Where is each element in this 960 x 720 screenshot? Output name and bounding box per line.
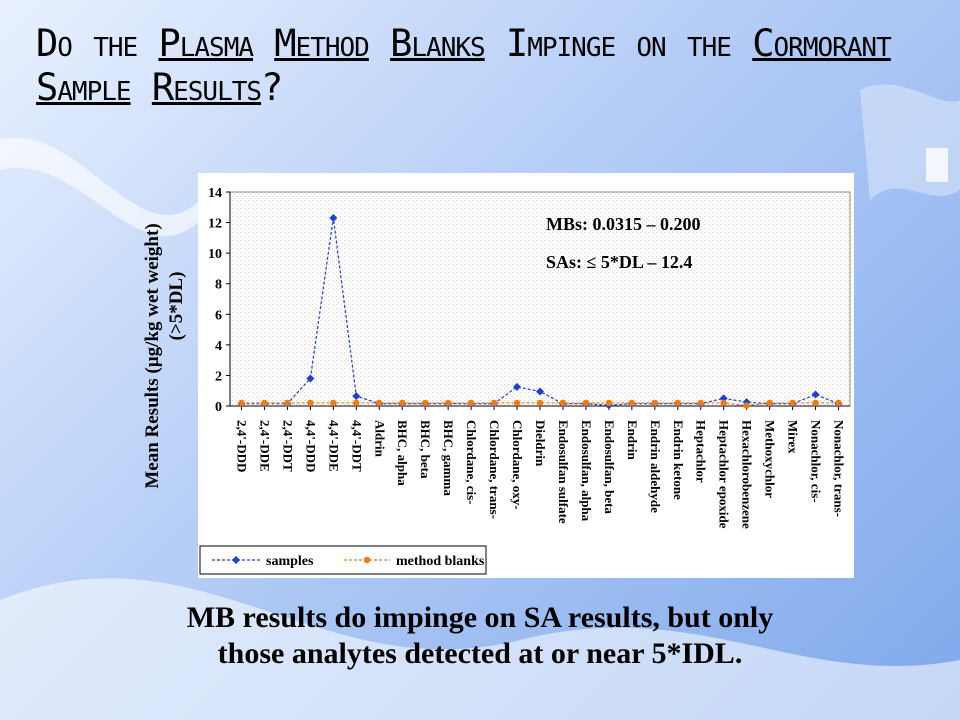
x-tick-label: Endrin ketone: [671, 420, 686, 500]
conclusion-text: MB results do impinge on SA results, but…: [60, 600, 900, 672]
x-tick-label: 2,4'-DDD: [234, 420, 249, 472]
y-tick-label: 10: [208, 247, 222, 262]
data-point-blank: [399, 399, 406, 407]
x-tick-label: Dieldrin: [533, 420, 548, 467]
chart-annotation: MBs: 0.0315 – 0.200: [546, 214, 701, 234]
y-tick-label: 14: [208, 186, 222, 201]
title-part: Cormorant: [752, 22, 892, 65]
data-point-blank: [421, 399, 429, 407]
y-tick-label: 4: [215, 339, 222, 354]
data-point-blank: [628, 399, 636, 407]
data-point-blank: [513, 399, 521, 407]
data-point-blank: [582, 399, 590, 407]
title-part: ?: [261, 66, 283, 109]
data-point-blank: [330, 399, 337, 407]
x-tick-label: Endrin: [625, 420, 640, 461]
data-point-sample: [719, 394, 728, 403]
title-part: Results: [151, 66, 262, 109]
plot-area: [229, 191, 851, 407]
data-point-sample: [329, 213, 338, 222]
title-part: Sample: [36, 66, 132, 109]
data-point-blank: [720, 399, 727, 407]
data-point-sample: [352, 392, 361, 401]
legend-label-samples: samples: [266, 554, 314, 569]
data-point-blank: [238, 399, 245, 407]
data-point-sample: [536, 387, 544, 396]
x-tick-label: Aldrin: [372, 420, 387, 458]
title-part: Do the: [36, 22, 159, 65]
x-tick-label: Mirex: [786, 420, 801, 454]
title-part: Blanks: [390, 22, 486, 65]
data-point-blank: [467, 399, 475, 407]
x-tick-label: Chlordane, cis-: [464, 420, 479, 505]
slide-title: Do the Plasma Method Blanks Impinge on t…: [36, 22, 936, 110]
x-tick-label: BHC, beta: [418, 420, 433, 479]
data-point-blank: [307, 399, 314, 407]
data-point-blank: [444, 399, 452, 407]
title-part: Method: [274, 22, 370, 65]
x-tick-label: 4,4'-DDD: [303, 420, 318, 472]
data-point-blank: [605, 399, 613, 407]
data-point-blank: [651, 399, 659, 407]
data-point-blank: [559, 399, 567, 407]
y-tick-label: 12: [208, 217, 222, 232]
legend-box: [199, 545, 487, 575]
data-point-blank: [376, 399, 383, 407]
y-tick-label: 6: [215, 308, 222, 323]
x-tick-label: Endrin aldehyde: [648, 420, 663, 513]
x-tick-label: Nonachlor, cis-: [809, 420, 824, 503]
x-tick-label: 2,4'-DDE: [257, 420, 272, 472]
x-tick-label: Endosulfan sulfate: [556, 420, 571, 524]
data-point-blank: [536, 399, 544, 407]
line-chart: 0 2 4 6 8 10 12 14 Mean Results (µg/kg wet weigh…: [142, 173, 854, 578]
x-tick-label: Chlordane, trans-: [487, 420, 502, 519]
x-tick-label: Methoxychlor: [763, 420, 778, 498]
data-point-blank: [490, 399, 498, 407]
x-tick-label: 4,4'-DDT: [349, 420, 364, 472]
data-point-sample: [513, 382, 522, 391]
data-point-blank: [284, 399, 291, 407]
y-tick-label: 8: [215, 278, 222, 293]
title-part: [369, 22, 390, 65]
legend-marker-samples: [232, 556, 240, 564]
y-axis-title: Mean Results (µg/kg wet weight): [142, 223, 163, 488]
x-tick-label: BHC, alpha: [395, 420, 410, 486]
data-point-sample: [811, 390, 820, 399]
conclusion-line-2: those analytes detected at or near 5*IDL…: [217, 637, 743, 670]
chart-annotation: SAs: ≤ 5*DL – 12.4: [546, 252, 692, 272]
data-point-sample: [306, 374, 315, 383]
x-tick-label: 2,4'-DDT: [280, 420, 295, 472]
data-point-blank: [835, 399, 842, 407]
title-part: Plasma: [158, 22, 254, 65]
data-point-blank: [261, 399, 268, 407]
data-point-blank: [697, 399, 704, 407]
title-part: [253, 22, 274, 65]
data-point-blank: [812, 399, 819, 407]
x-tick-label: 4,4'-DDE: [326, 420, 341, 472]
x-tick-label: BHC, gamma: [441, 420, 456, 496]
data-point-blank: [743, 402, 750, 409]
x-tick-label: Endosulfan, alpha: [579, 420, 594, 522]
title-part: [131, 66, 152, 109]
data-point-blank: [789, 399, 796, 407]
chart-container: 0 2 4 6 8 10 12 14 Mean Results (µg/kg wet weigh…: [128, 140, 854, 580]
conclusion-line-1: MB results do impinge on SA results, but…: [186, 601, 774, 634]
legend-marker-blanks: [363, 556, 371, 564]
data-point-blank: [674, 399, 681, 407]
x-tick-label: Chlordane, oxy-: [510, 420, 525, 510]
x-tick-label: Nonachlor, trans-: [832, 420, 847, 517]
x-tick-label: Heptachlor: [694, 420, 709, 483]
legend-label-blanks: method blanks: [396, 554, 485, 569]
title-part: Impinge on the: [484, 22, 753, 65]
x-tick-label: Endosulfan, beta: [602, 420, 617, 514]
x-tick-label: Heptachlor epoxide: [717, 420, 732, 529]
y-tick-label: 0: [215, 400, 222, 415]
data-point-blank: [766, 399, 773, 407]
y-tick-label: 2: [215, 369, 222, 384]
series-line-method-blanks: [241, 402, 839, 407]
y-axis-title-units: (>5*DL): [166, 272, 187, 341]
x-tick-label: Hexachlorobenzene: [740, 420, 755, 529]
data-point-blank: [353, 399, 360, 407]
